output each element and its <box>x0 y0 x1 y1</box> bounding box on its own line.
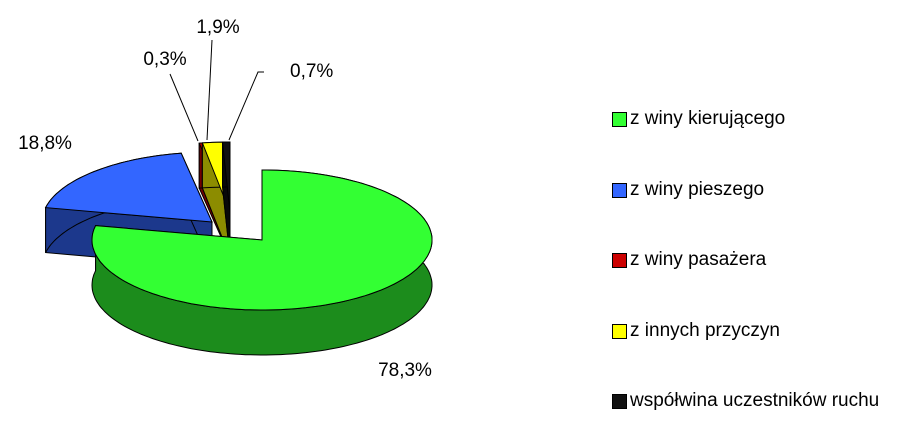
data-label: 0,3% <box>143 49 186 70</box>
legend-swatch <box>612 183 627 198</box>
legend-swatch <box>612 112 627 127</box>
leader-line <box>206 39 213 141</box>
leader-line <box>228 71 264 141</box>
legend-label: z winy pieszego <box>630 179 765 200</box>
legend-label: z innych przyczyn <box>630 320 780 341</box>
legend-swatch <box>612 253 627 268</box>
legend-item: współwina uczestników ruchu <box>612 390 908 414</box>
data-label: 1,9% <box>196 17 239 38</box>
legend-swatch <box>612 394 627 409</box>
legend-swatch <box>612 324 627 339</box>
leader-line <box>169 73 199 142</box>
legend-label: z winy pasażera <box>630 249 767 270</box>
slice <box>91 169 433 311</box>
legend-item: z innych przyczyn <box>612 320 908 344</box>
slice <box>44 152 213 223</box>
legend-item: z winy kierującego <box>612 108 908 132</box>
legend-item: z winy pieszego <box>612 179 908 203</box>
legend-label: z winy kierującego <box>630 108 786 129</box>
data-label: 78,3% <box>378 360 432 381</box>
slice <box>221 141 231 213</box>
legend-item: z winy pasażera <box>612 249 908 273</box>
data-label: 0,7% <box>290 61 333 82</box>
data-label: 18,8% <box>18 133 72 154</box>
legend-label: współwina uczestników ruchu <box>630 390 880 411</box>
